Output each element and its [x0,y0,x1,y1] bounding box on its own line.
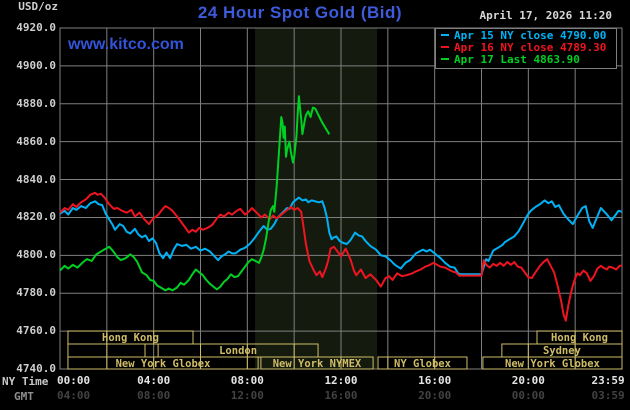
legend-box: Apr 15 NY close 4790.00 Apr 16 NY close … [435,28,617,69]
y-tick-label: 4800.0 [16,248,56,262]
x-tick-ny-label: 20:00 [511,374,545,387]
y-tick-label: 4820.0 [16,210,56,224]
series-line-apr-15 [59,196,623,276]
apr17-line-dash-icon [441,57,449,60]
y-tick-label: 4900.0 [16,58,56,72]
datetime-stamp: April 17, 2026 11:20 [479,9,612,22]
apr16-line-dash-icon [441,45,449,48]
y-tick-label: 4760.0 [16,324,56,338]
session-label: London [219,345,257,357]
y-tick-label: 4860.0 [16,134,56,148]
x-tick-gmt-label: 12:00 [230,389,264,402]
series-line-apr-16 [59,191,622,322]
session-label: New York Globex [505,358,601,370]
x-tick-ny-label: 12:00 [324,374,358,387]
series-line-apr-17 [59,95,331,292]
kitco-website-link[interactable]: www.kitco.com [68,36,184,53]
ny-time-axis-label: NY Time [2,375,49,388]
y-tick-label: 4840.0 [16,172,56,186]
session-label: Hong Kong [551,332,608,344]
x-tick-ny-label: 00:00 [57,374,91,387]
legend-item-label: Apr 16 NY close 4789.30 [454,41,607,54]
y-tick-label: 4740.0 [16,362,56,375]
y-axis-unit-label: USD/oz [18,0,58,13]
x-tick-ny-label: 16:00 [418,374,452,387]
x-tick-gmt-label: 03:59 [591,389,625,402]
x-tick-ny-label: 23:59 [591,374,625,387]
y-tick-label: 4780.0 [16,286,56,300]
apr15-line-dash-icon [441,33,449,36]
nymex-session-band [255,28,378,369]
x-tick-gmt-label: 20:00 [418,389,452,402]
x-tick-gmt-label: 00:00 [511,389,545,402]
session-label: NY Globex [394,358,452,370]
legend-item-apr16: Apr 16 NY close 4789.30 [440,42,616,54]
session-box [377,356,468,370]
page-title: 24 Hour Spot Gold (Bid) [197,3,403,22]
gmt-axis-label: GMT [14,390,34,403]
legend-item-label: Apr 15 NY close 4790.00 [454,29,607,42]
x-tick-ny-label: 04:00 [137,374,171,387]
y-tick-label: 4920.0 [16,21,56,34]
legend-item-apr17: Apr 17 Last 4863.90 [440,54,616,66]
legend-item-apr15: Apr 15 NY close 4790.00 [440,30,616,42]
session-label: Sydney [543,345,582,357]
session-label: Hong Kong [102,332,159,344]
x-tick-gmt-label: 04:00 [57,389,91,402]
y-tick-label: 4880.0 [16,96,56,110]
session-label: New York Globex [116,358,212,370]
x-tick-ny-label: 08:00 [230,374,264,387]
session-box [67,356,259,370]
session-box [260,356,374,370]
session-box [482,356,623,370]
legend-item-label: Apr 17 Last 4863.90 [454,53,580,66]
x-tick-gmt-label: 16:00 [324,389,358,402]
session-label: New York NYMEX [273,358,362,370]
x-tick-gmt-label: 08:00 [137,389,171,402]
